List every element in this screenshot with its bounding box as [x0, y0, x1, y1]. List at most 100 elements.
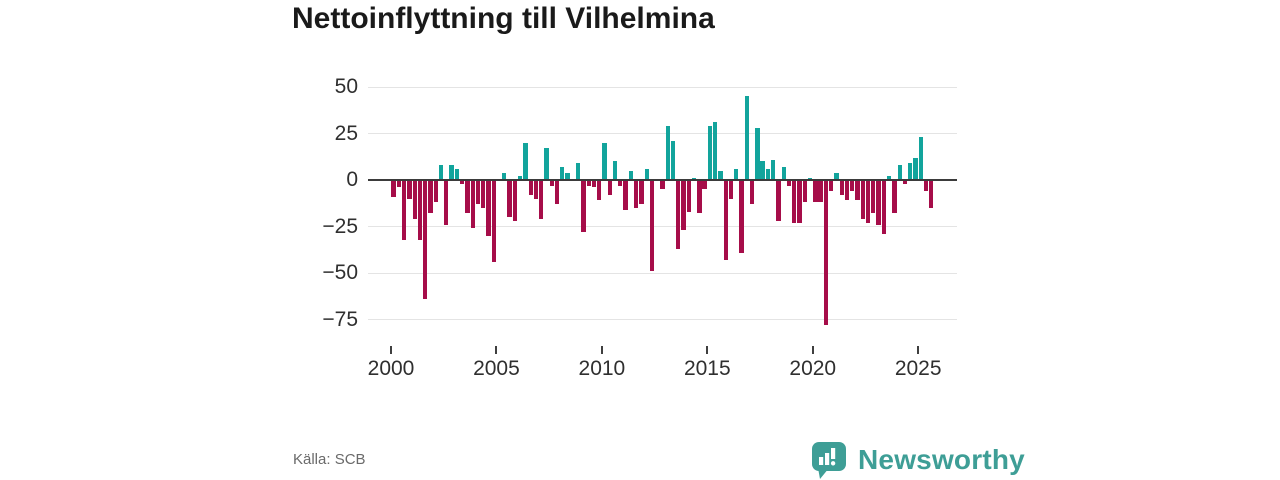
bar-2002 Q2	[438, 165, 444, 180]
bar-2021 Q4	[850, 180, 855, 192]
bar-2020 Q3	[823, 180, 829, 326]
bar-2023 Q3	[887, 176, 892, 180]
bar-2015 Q1	[707, 126, 713, 180]
gridline--50	[368, 272, 957, 274]
bar-2023 Q1	[876, 180, 881, 225]
bar-2010 Q4	[618, 180, 623, 186]
x-tick-label: 2020	[789, 357, 837, 380]
bar-2023 Q4	[892, 180, 897, 214]
bar-2002 Q1	[433, 180, 438, 203]
bar-2021 Q1	[834, 172, 839, 180]
bar-2019 Q2	[797, 180, 802, 223]
bar-2021 Q3	[844, 180, 850, 201]
bar-2017 Q4	[765, 168, 771, 180]
x-tick-mark	[811, 346, 814, 354]
bar-2008 Q1	[560, 166, 565, 180]
newsworthy-logo: Newsworthy	[810, 440, 1025, 480]
bar-2011 Q2	[628, 170, 633, 180]
bar-2009 Q1	[581, 180, 586, 233]
bar-2022 Q2	[860, 180, 865, 220]
y-tick-label: 25	[334, 121, 358, 145]
bar-2020 Q2	[818, 180, 823, 203]
bar-2004 Q3	[486, 180, 491, 236]
bar-2003 Q3	[465, 180, 470, 214]
bar-2003 Q1	[454, 168, 459, 180]
y-tick-label: −50	[322, 261, 358, 284]
bar-2018 Q4	[786, 180, 792, 186]
bar-2007 Q4	[554, 180, 560, 205]
bar-2020 Q1	[813, 180, 818, 203]
bar-2012 Q1	[644, 168, 649, 180]
bar-2005 Q2	[502, 172, 507, 180]
bar-2014 Q4	[702, 180, 707, 190]
bar-2018 Q1	[771, 159, 776, 180]
bar-2009 Q4	[597, 180, 602, 201]
bar-2013 Q1	[665, 126, 670, 180]
bar-2019 Q3	[802, 180, 807, 203]
x-tick-label: 2010	[578, 357, 626, 380]
bar-2013 Q4	[681, 180, 686, 231]
x-tick-label: 2025	[894, 357, 942, 380]
x-tick-mark	[917, 346, 920, 354]
bar-2018 Q2	[776, 180, 781, 221]
bar-2022 Q3	[865, 180, 871, 223]
y-tick-label: −25	[322, 214, 358, 238]
bar-2001 Q3	[423, 180, 428, 300]
bar-2025 Q1	[918, 137, 923, 180]
bar-2013 Q2	[670, 140, 676, 180]
bar-2003 Q4	[470, 180, 475, 229]
bar-2022 Q4	[871, 180, 876, 214]
bar-2016 Q1	[728, 180, 734, 199]
bar-2016 Q4	[744, 96, 749, 180]
bar-2000 Q2	[396, 180, 402, 188]
bar-2015 Q3	[718, 170, 723, 180]
zero-axis-line	[368, 179, 957, 181]
newsworthy-logo-icon	[810, 440, 850, 480]
source-note: Källa: SCB	[293, 451, 366, 468]
bar-2021 Q2	[839, 180, 844, 195]
bar-2017 Q1	[749, 180, 755, 205]
bar-2002 Q3	[444, 180, 449, 225]
bar-2009 Q2	[586, 180, 591, 186]
bar-2011 Q1	[623, 180, 628, 210]
bar-2001 Q1	[412, 180, 417, 220]
gridline--25	[368, 226, 957, 227]
bar-2019 Q1	[792, 180, 797, 223]
bar-2008 Q2	[565, 172, 570, 180]
bar-2020 Q4	[829, 180, 834, 192]
bar-2010 Q3	[612, 161, 618, 180]
x-tick-label: 2000	[367, 357, 415, 380]
bar-2023 Q2	[881, 180, 887, 234]
bar-2010 Q1	[602, 142, 607, 180]
bar-2009 Q3	[591, 180, 597, 188]
gridline-25	[368, 133, 957, 134]
y-tick-label: 0	[346, 168, 358, 191]
bar-2000 Q4	[407, 180, 412, 199]
bar-2001 Q2	[417, 180, 423, 240]
bar-2014 Q1	[686, 180, 691, 212]
bar-2006 Q4	[533, 180, 539, 199]
y-tick-label: 50	[334, 75, 358, 98]
bar-2024 Q4	[913, 157, 918, 180]
bar-2006 Q3	[528, 180, 533, 195]
bar-2024 Q3	[908, 163, 913, 180]
bar-2016 Q3	[739, 180, 744, 253]
bar-2007 Q3	[549, 180, 554, 186]
bar-2004 Q2	[481, 180, 486, 208]
bar-2012 Q2	[649, 180, 655, 272]
bar-2003 Q2	[459, 180, 465, 184]
bar-2017 Q3	[760, 161, 765, 180]
x-tick-mark	[600, 346, 603, 354]
bar-2005 Q3	[507, 180, 512, 218]
bar-2000 Q3	[401, 180, 407, 240]
bar-2018 Q3	[781, 166, 786, 180]
bar-2016 Q2	[734, 168, 739, 180]
y-tick-label: −75	[322, 307, 358, 331]
bar-2015 Q4	[723, 180, 728, 260]
bar-2010 Q2	[607, 180, 612, 195]
x-tick-label: 2015	[683, 357, 731, 380]
bar-2011 Q4	[639, 180, 644, 205]
bar-2015 Q2	[713, 122, 718, 180]
bar-2006 Q1	[517, 176, 523, 180]
bar-2005 Q4	[512, 180, 517, 221]
